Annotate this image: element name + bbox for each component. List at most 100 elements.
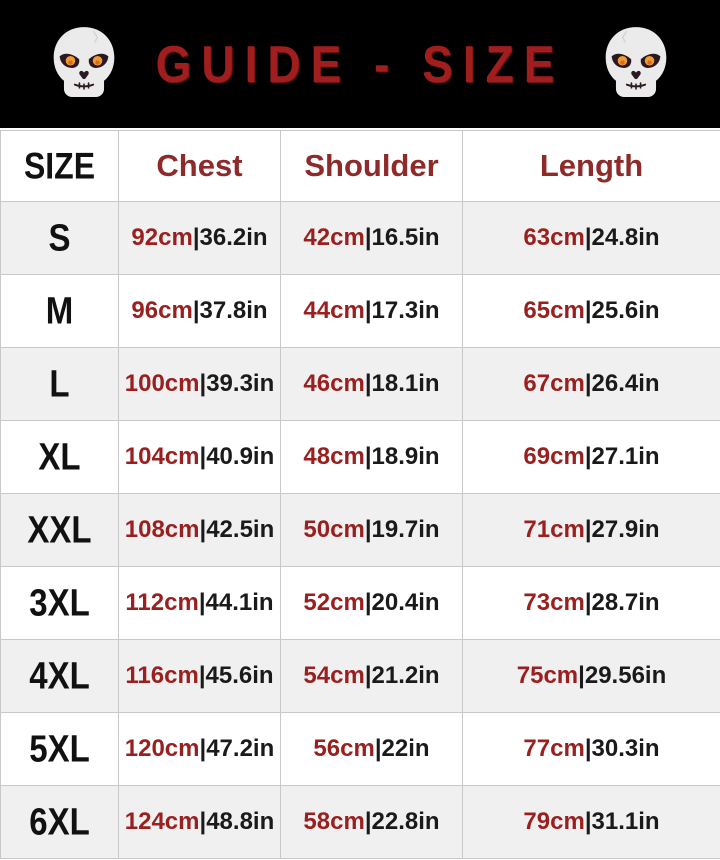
size-guide-table: SIZE Chest Shoulder Length S 92cm|36.2in… [0,130,720,859]
table-row-xxl: XXL 108cm|42.5in 50cm|19.7in 71cm|27.9in [0,493,720,567]
header-row: SIZE Chest Shoulder Length [0,130,720,202]
length-cell: 67cm|26.4in [462,347,720,421]
shoulder-cm-value: 44cm [303,297,365,324]
size-label: S [48,216,71,259]
chest-in-value: |47.2in [199,735,275,762]
size-cell: M [0,274,119,348]
length-in-value: |26.4in [584,370,660,397]
chest-in-value: |40.9in [199,443,275,470]
table-row-l: L 100cm|39.3in 46cm|18.1in 67cm|26.4in [0,347,720,421]
size-label: L [49,362,70,405]
chest-cm-value: 112cm [125,589,199,616]
banner: GUIDE - SIZE [0,0,720,128]
size-cell: L [0,347,119,421]
table-row-s: S 92cm|36.2in 42cm|16.5in 63cm|24.8in [0,201,720,275]
size-cell: XXL [0,493,119,567]
chest-cell: 112cm|44.1in [118,566,281,640]
length-cell: 79cm|31.1in [462,785,720,859]
chest-cell: 100cm|39.3in [118,347,281,421]
banner-title: GUIDE - SIZE [155,34,565,94]
chest-cm-value: 116cm [125,662,199,689]
chest-cm-value: 120cm [124,735,200,762]
length-in-value: |31.1in [584,808,660,835]
column-header-size-label: SIZE [23,144,96,187]
shoulder-cm-value: 58cm [303,808,365,835]
chest-cell: 116cm|45.6in [118,639,281,713]
chest-in-value: |39.3in [199,370,275,397]
length-in-value: |28.7in [584,589,660,616]
length-cm-value: 79cm [523,808,585,835]
chest-cm-value: 124cm [124,808,200,835]
shoulder-cell: 46cm|18.1in [280,347,463,421]
length-cm-value: 73cm [523,589,585,616]
size-cell: 5XL [0,712,119,786]
chest-cm-value: 92cm [131,224,193,251]
chest-cell: 124cm|48.8in [118,785,281,859]
size-cell: 4XL [0,639,119,713]
shoulder-in-value: |20.4in [364,589,440,616]
length-cell: 65cm|25.6in [462,274,720,348]
size-label: M [45,289,74,332]
size-cell: XL [0,420,119,494]
chest-cell: 92cm|36.2in [118,201,281,275]
table-row-4xl: 4XL 116cm|45.6in 54cm|21.2in 75cm|29.56i… [0,639,720,713]
length-cell: 71cm|27.9in [462,493,720,567]
length-in-value: |29.56in [578,662,667,689]
shoulder-in-value: |21.2in [364,662,440,689]
length-in-value: |30.3in [584,735,660,762]
table-row-5xl: 5XL 120cm|47.2in 56cm|22in 77cm|30.3in [0,712,720,786]
shoulder-cm-value: 54cm [303,662,365,689]
shoulder-cell: 48cm|18.9in [280,420,463,494]
length-cm-value: 69cm [523,443,585,470]
shoulder-in-value: |16.5in [364,224,440,251]
chest-in-value: |44.1in [198,589,274,616]
table-row-m: M 96cm|37.8in 44cm|17.3in 65cm|25.6in [0,274,720,348]
shoulder-cm-value: 48cm [303,443,365,470]
shoulder-cell: 58cm|22.8in [280,785,463,859]
shoulder-in-value: |18.1in [364,370,440,397]
shoulder-in-value: |22in [374,735,430,762]
length-cell: 69cm|27.1in [462,420,720,494]
chest-in-value: |42.5in [199,516,275,543]
shoulder-cell: 52cm|20.4in [280,566,463,640]
length-cm-value: 67cm [523,370,585,397]
length-in-value: |24.8in [584,224,660,251]
length-cm-value: 75cm [516,662,579,689]
size-label: XXL [27,508,92,551]
size-label: 5XL [29,727,90,770]
size-label: 3XL [29,581,90,624]
length-in-value: |27.1in [584,443,660,470]
table-row-6xl: 6XL 124cm|48.8in 58cm|22.8in 79cm|31.1in [0,785,720,859]
chest-cell: 104cm|40.9in [118,420,281,494]
size-label: XL [38,435,81,478]
shoulder-cm-value: 50cm [303,516,365,543]
table-row-3xl: 3XL 112cm|44.1in 52cm|20.4in 73cm|28.7in [0,566,720,640]
column-header-shoulder: Shoulder [280,130,463,202]
shoulder-cm-value: 46cm [303,370,365,397]
length-cm-value: 63cm [523,224,585,251]
size-cell: 3XL [0,566,119,640]
shoulder-cell: 50cm|19.7in [280,493,463,567]
shoulder-cell: 54cm|21.2in [280,639,463,713]
length-cm-value: 77cm [523,735,585,762]
shoulder-in-value: |17.3in [364,297,440,324]
chest-cell: 120cm|47.2in [118,712,281,786]
size-cell: 6XL [0,785,119,859]
length-cell: 73cm|28.7in [462,566,720,640]
size-label: 6XL [29,800,90,843]
shoulder-cell: 42cm|16.5in [280,201,463,275]
chest-cell: 96cm|37.8in [118,274,281,348]
shoulder-in-value: |18.9in [364,443,440,470]
chest-cm-value: 104cm [124,443,200,470]
column-header-chest: Chest [118,130,281,202]
shoulder-cell: 44cm|17.3in [280,274,463,348]
size-label: 4XL [29,654,90,697]
chest-in-value: |45.6in [198,662,274,689]
skull-icon-right [600,25,672,103]
shoulder-cell: 56cm|22in [280,712,463,786]
length-in-value: |25.6in [584,297,660,324]
shoulder-in-value: |22.8in [364,808,440,835]
length-in-value: |27.9in [584,516,660,543]
chest-in-value: |37.8in [192,297,268,324]
